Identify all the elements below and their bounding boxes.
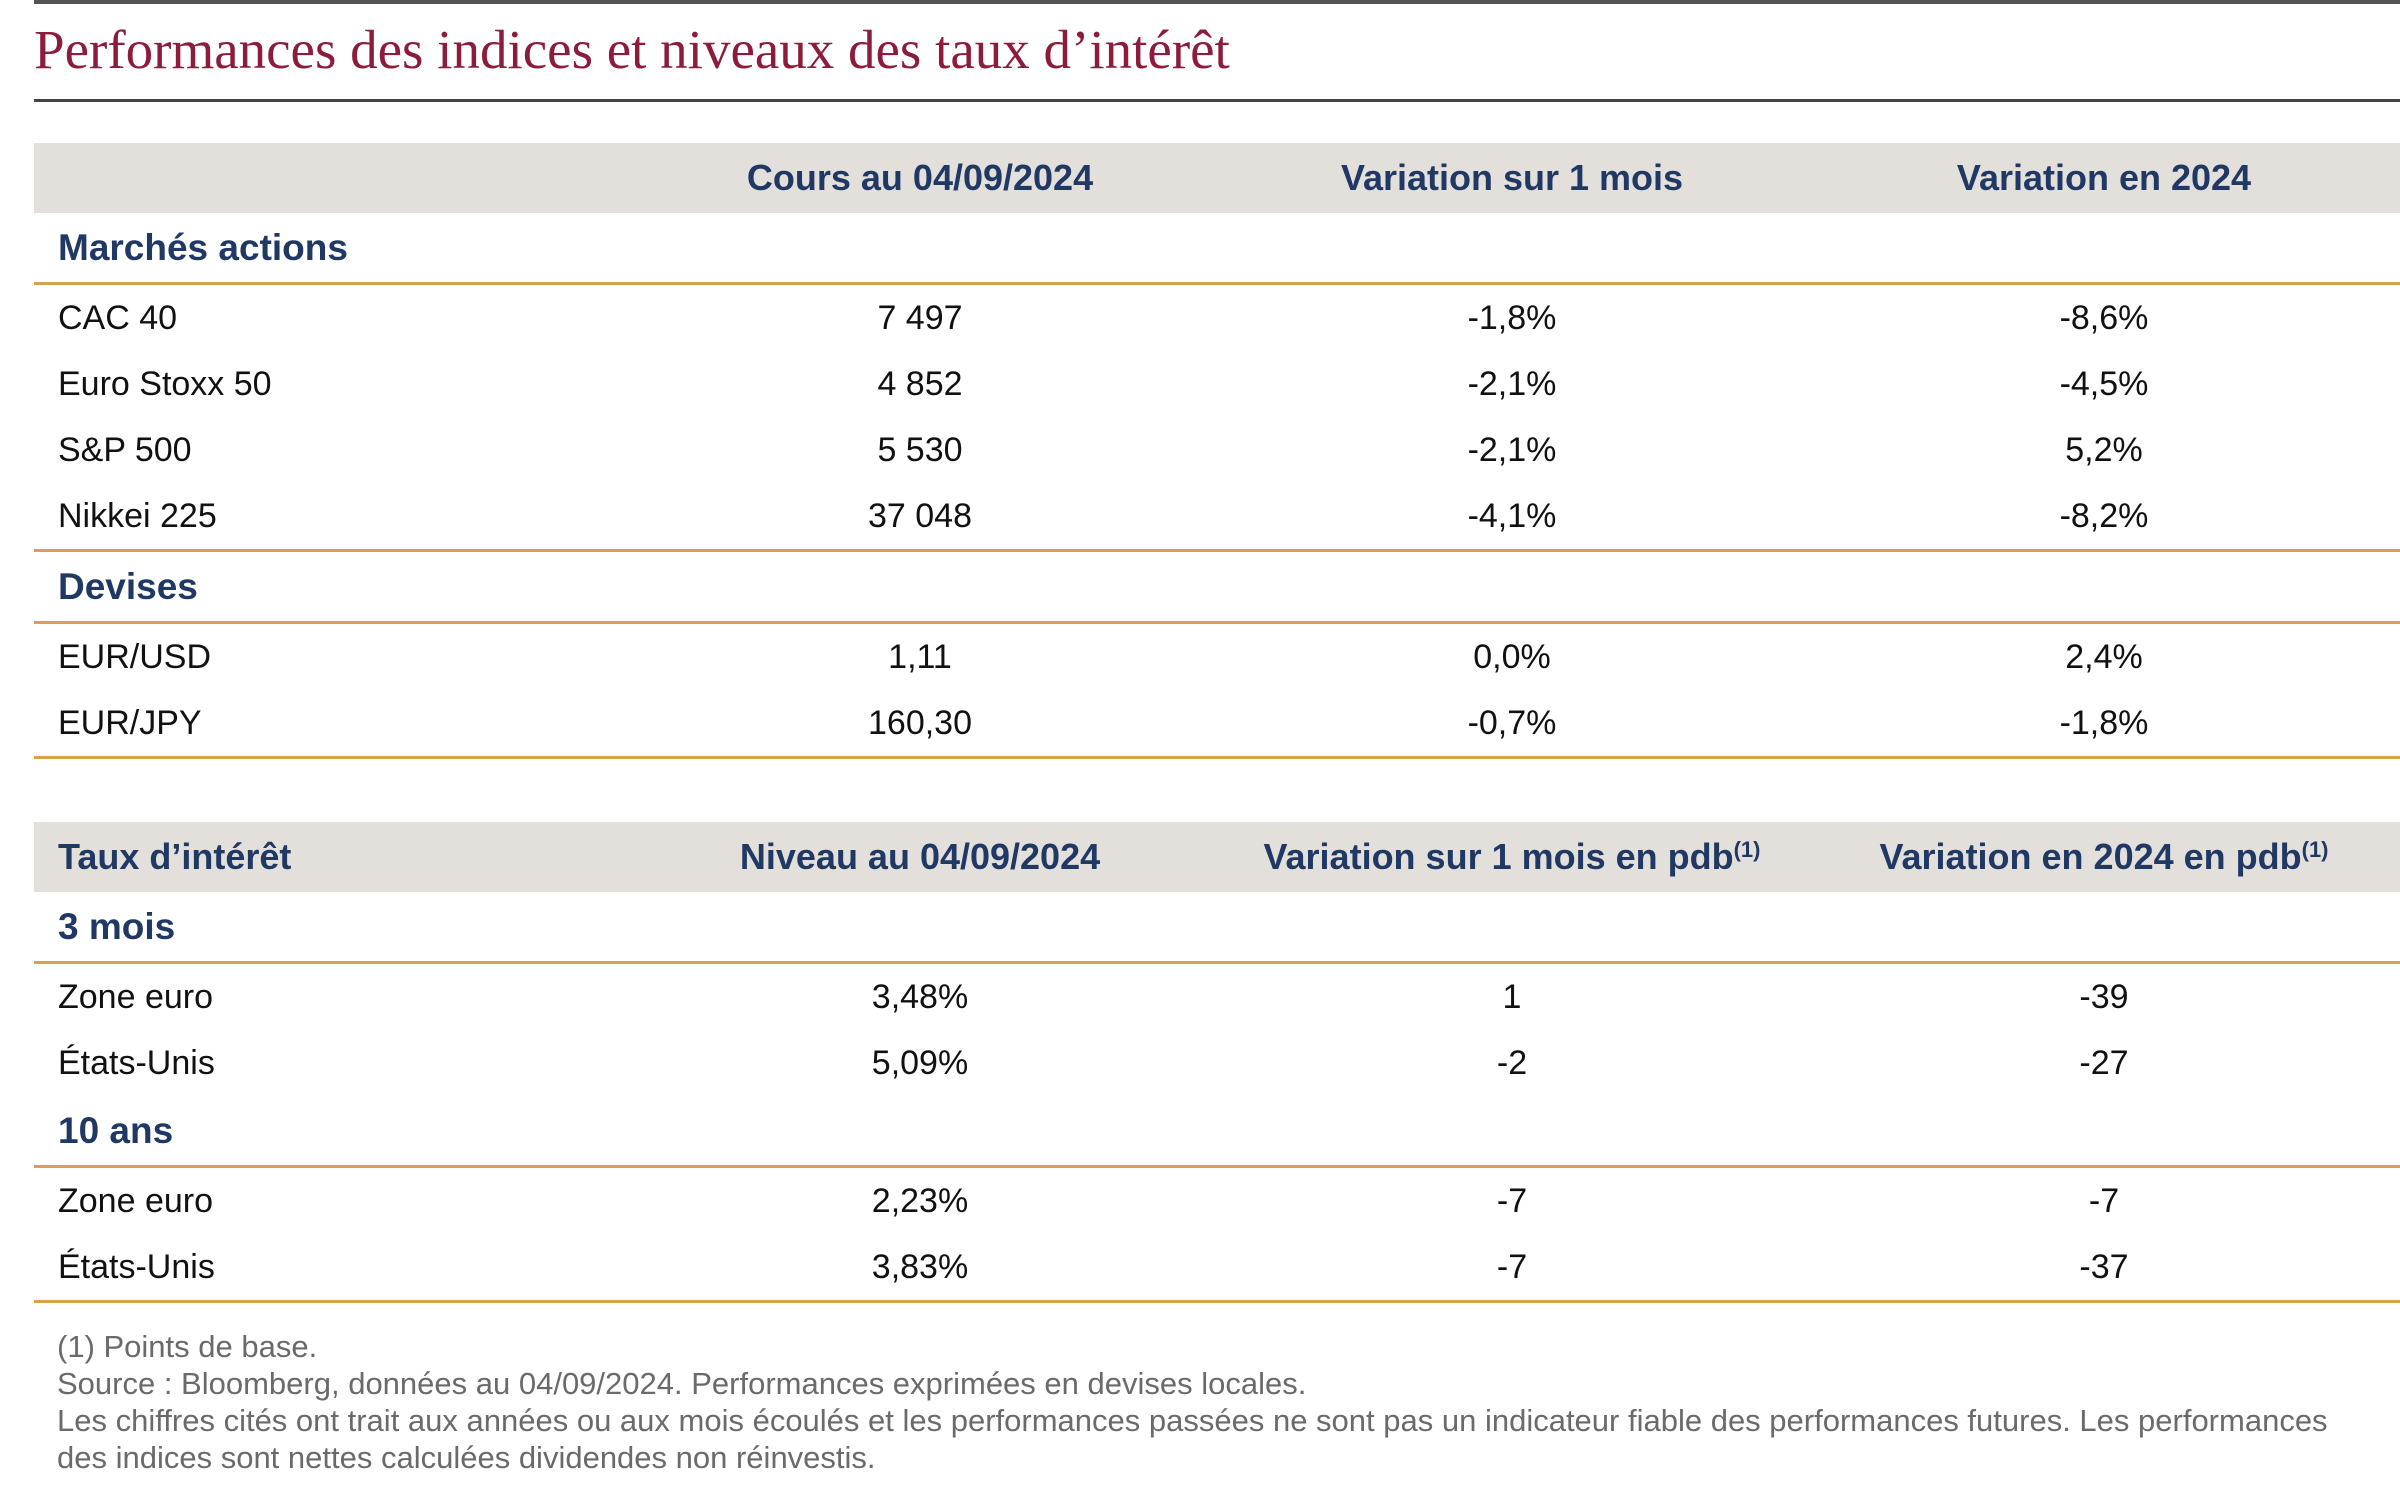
table-row: Nikkei 225 37 048 -4,1% -8,2% xyxy=(34,483,2400,552)
top-rule xyxy=(34,0,2400,4)
row-label: États-Unis xyxy=(34,1234,624,1303)
row-label: Zone euro xyxy=(58,977,213,1016)
markets-header-change-1m: Variation sur 1 mois xyxy=(1216,143,1808,213)
footnote-basis-points: (1) Points de base. xyxy=(57,1329,318,1364)
row-label: Zone euro xyxy=(58,1181,213,1220)
markets-header-row: Cours au 04/09/2024 Variation sur 1 mois… xyxy=(34,143,2400,213)
row-label: Euro Stoxx 50 xyxy=(58,364,272,403)
row-value: 160,30 xyxy=(624,690,1216,759)
markets-header-label xyxy=(34,143,624,213)
table-row: États-Unis 5,09% -2 -27 xyxy=(34,1030,2400,1096)
row-value: 5,09% xyxy=(871,1043,969,1082)
row-label: EUR/JPY xyxy=(34,690,624,759)
row-change-ytd: -27 xyxy=(2079,1043,2129,1082)
rates-header-row: Taux d’intérêt Niveau au 04/09/2024 Vari… xyxy=(34,822,2400,892)
header-text: Variation en 2024 en pdb xyxy=(1879,836,2302,877)
row-change-1m: -1,8% xyxy=(1467,298,1557,337)
row-label: Nikkei 225 xyxy=(34,483,624,552)
rates-header-level: Niveau au 04/09/2024 xyxy=(624,822,1216,892)
table-row: Zone euro 3,48% 1 -39 xyxy=(34,963,2400,1031)
markets-header-price: Cours au 04/09/2024 xyxy=(624,143,1216,213)
row-change-1m: 0,0% xyxy=(1473,637,1551,676)
table-row: EUR/JPY 160,30 -0,7% -1,8% xyxy=(34,690,2400,759)
title-rule xyxy=(34,99,2400,102)
row-change-ytd: -37 xyxy=(1808,1234,2400,1303)
row-value: 7 497 xyxy=(877,298,963,337)
section-title-10y: 10 ans xyxy=(34,1096,2400,1168)
footnote-marker: (1) xyxy=(1733,837,1761,862)
footnotes: (1) Points de base. Source : Bloomberg, … xyxy=(57,1328,2377,1476)
row-change-ytd: -7 xyxy=(2088,1181,2120,1220)
section-title-equities: Marchés actions xyxy=(34,213,2400,285)
row-value: 2,23% xyxy=(871,1181,969,1220)
row-change-ytd: -39 xyxy=(2079,977,2129,1016)
section-row: Devises xyxy=(34,550,2400,624)
rates-header-change-ytd: Variation en 2024 en pdb(1) xyxy=(1808,822,2400,892)
table-row: États-Unis 3,83% -7 -37 xyxy=(34,1234,2400,1303)
section-title-currencies: Devises xyxy=(34,550,2400,624)
row-change-ytd: -4,5% xyxy=(2059,364,2149,403)
table-row: Euro Stoxx 50 4 852 -2,1% -4,5% xyxy=(34,351,2400,417)
row-change-1m: -4,1% xyxy=(1216,483,1808,552)
row-change-1m: -7 xyxy=(1496,1181,1528,1220)
row-change-ytd: -8,6% xyxy=(2059,298,2149,337)
row-change-ytd: -1,8% xyxy=(1808,690,2400,759)
rates-header-label: Taux d’intérêt xyxy=(34,822,624,892)
row-value: 1,11 xyxy=(888,637,952,676)
row-change-ytd: 5,2% xyxy=(2065,430,2143,469)
row-label: CAC 40 xyxy=(58,298,178,337)
row-change-1m: -2,1% xyxy=(1467,364,1557,403)
row-label: États-Unis xyxy=(58,1043,215,1082)
rates-table: Taux d’intérêt Niveau au 04/09/2024 Vari… xyxy=(34,822,2400,1303)
table-row: Zone euro 2,23% -7 -7 xyxy=(34,1167,2400,1235)
row-change-1m: 1 xyxy=(1502,977,1522,1016)
row-value: 5 530 xyxy=(877,430,963,469)
footnote-source: Source : Bloomberg, données au 04/09/202… xyxy=(57,1366,1307,1401)
row-value: 37 048 xyxy=(624,483,1216,552)
row-label: EUR/USD xyxy=(58,637,212,676)
row-value: 4 852 xyxy=(877,364,963,403)
header-text: Variation sur 1 mois en pdb xyxy=(1263,836,1734,877)
table-row: S&P 500 5 530 -2,1% 5,2% xyxy=(34,417,2400,483)
markets-table: Cours au 04/09/2024 Variation sur 1 mois… xyxy=(34,143,2400,759)
rates-header-change-1m: Variation sur 1 mois en pdb(1) xyxy=(1216,822,1808,892)
row-change-1m: -2,1% xyxy=(1467,430,1557,469)
section-row: 10 ans xyxy=(34,1096,2400,1168)
row-value: 3,83% xyxy=(624,1234,1216,1303)
section-row: 3 mois xyxy=(34,892,2400,964)
row-change-ytd: -8,2% xyxy=(1808,483,2400,552)
table-row: EUR/USD 1,11 0,0% 2,4% xyxy=(34,623,2400,691)
row-change-1m: -7 xyxy=(1216,1234,1808,1303)
section-row: Marchés actions xyxy=(34,213,2400,285)
section-title-3m: 3 mois xyxy=(34,892,2400,964)
row-change-1m: -0,7% xyxy=(1216,690,1808,759)
row-change-ytd: 2,4% xyxy=(2065,637,2143,676)
footnote-disclaimer: Les chiffres cités ont trait aux années … xyxy=(57,1403,2328,1475)
row-change-1m: -2 xyxy=(1496,1043,1528,1082)
table-row: CAC 40 7 497 -1,8% -8,6% xyxy=(34,284,2400,352)
footnote-marker: (1) xyxy=(2301,837,2329,862)
page-title: Performances des indices et niveaux des … xyxy=(34,19,1230,80)
row-value: 3,48% xyxy=(871,977,969,1016)
row-label: S&P 500 xyxy=(58,430,192,469)
markets-header-change-ytd: Variation en 2024 xyxy=(1808,143,2400,213)
